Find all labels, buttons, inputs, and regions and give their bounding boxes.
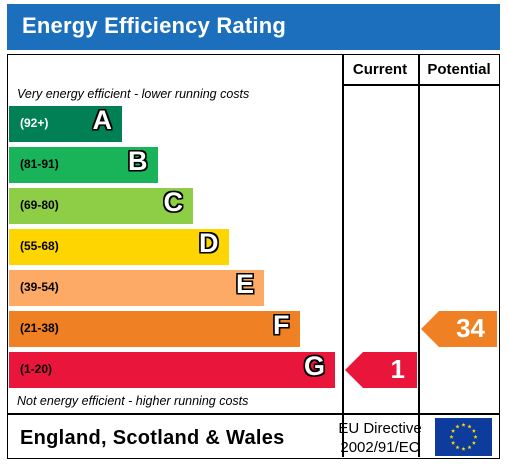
potential-arrow-shape [421,311,497,347]
band-letter-f: F [273,310,290,340]
bottom-caption: Not energy efficient - higher running co… [17,394,249,408]
band-f: (21-38) F [9,310,300,347]
eu-star-icon [467,424,472,429]
band-range-c: (69-80) [20,198,59,212]
band-d: (55-68) D [9,228,229,265]
eu-star-icon [473,434,478,439]
band-letter-e: E [235,269,254,299]
eu-star-icon [461,422,466,427]
header-divider [342,84,499,86]
potential-header: Potential [427,61,491,78]
top-caption: Very energy efficient - lower running co… [17,87,250,101]
band-a: (92+) A [9,105,122,142]
band-e: (39-54) E [9,269,264,306]
column-divider-potential [418,55,420,457]
eu-star-icon [455,445,460,450]
title-bar: Energy Efficiency Rating [7,4,500,50]
rating-frame: Current Potential Very energy efficient … [7,54,500,459]
eu-star-icon [449,434,454,439]
eu-star-icon [455,424,460,429]
potential-rating-value: 34 [456,313,485,343]
band-letter-c: C [163,187,184,217]
column-divider-current [342,55,344,457]
eu-star-icon [451,428,456,433]
eu-flag-icon [435,418,492,456]
potential-rating-arrow: 34 [421,311,497,347]
band-c: (69-80) C [9,187,193,224]
band-letter-b: B [128,146,148,176]
band-letter-a: A [92,105,113,135]
eu-star-icon [471,440,476,445]
chart-title: Energy Efficiency Rating [22,13,286,38]
band-g: (1-20) G [9,351,335,388]
band-range-e: (39-54) [20,280,59,294]
footer-divider [8,413,499,415]
band-range-b: (81-91) [20,157,59,171]
eu-directive-text: EU Directive 2002/91/EC [326,419,434,457]
eu-directive-line2: 2002/91/EC [340,439,420,456]
band-letter-d: D [199,228,219,258]
band-letter-g: G [303,351,325,381]
country-label: England, Scotland & Wales [20,427,285,449]
band-b: (81-91) B [9,146,158,183]
eu-directive-line1: EU Directive [338,420,422,437]
eu-star-icon [461,446,466,451]
band-range-d: (55-68) [20,239,59,253]
current-rating-arrow: 1 [345,352,417,388]
band-range-a: (92+) [20,116,49,130]
current-arrow-shape [345,352,417,388]
band-range-g: (1-20) [20,362,53,376]
eu-star-icon [467,445,472,450]
eu-star-icon [471,428,476,433]
eu-star-icon [451,440,456,445]
current-header: Current [352,61,408,78]
band-range-f: (21-38) [20,321,59,335]
current-rating-value: 1 [390,354,405,384]
